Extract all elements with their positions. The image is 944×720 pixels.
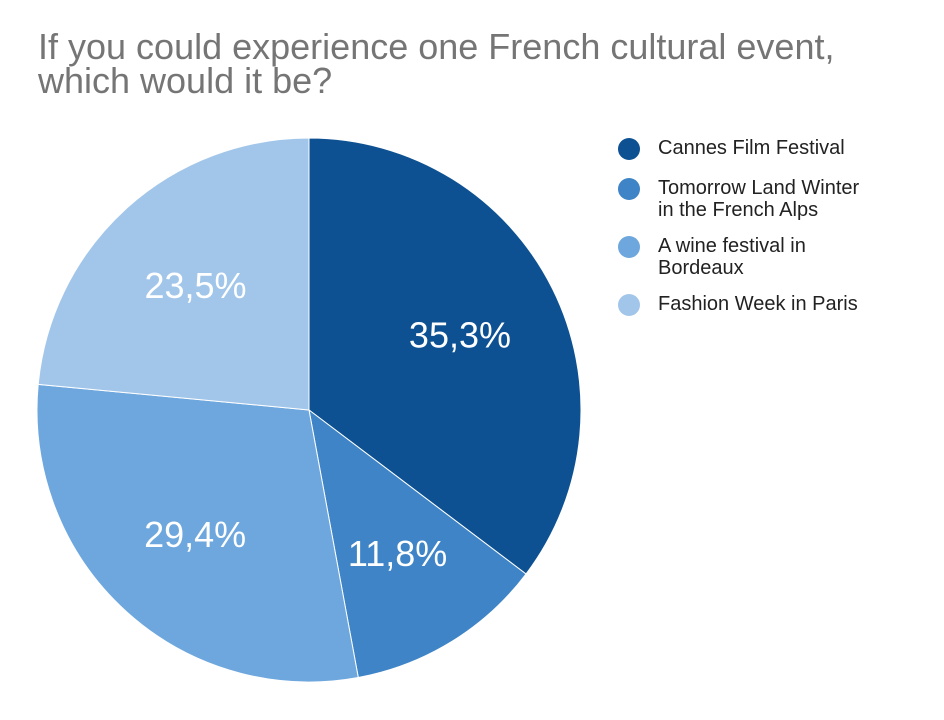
legend-item-cannes-film-festival[interactable]: Cannes Film Festival: [618, 136, 918, 162]
legend-label-line: Tomorrow Land Winter: [658, 177, 860, 199]
legend-item-wine-festival-bordeaux[interactable]: A wine festival in Bordeaux: [618, 234, 918, 278]
legend-swatch: [618, 236, 640, 258]
pie-slice-tomorrow-land-winter-in-the-french-alps[interactable]: [308, 408, 527, 679]
chart-title-line-1: If you could experience one French cultu…: [38, 26, 835, 67]
legend-item-fashion-week-paris[interactable]: Fashion Week in Paris: [618, 292, 918, 318]
legend-label-line: Cannes Film Festival: [658, 137, 845, 159]
legend-item-tomorrow-land-winter[interactable]: Tomorrow Land Winter in the French Alps: [618, 176, 918, 220]
legend-label-line: in the French Alps: [658, 199, 819, 221]
legend: Cannes Film Festival Tomorrow Land Winte…: [618, 136, 918, 332]
chart-title: If you could experience one French cultu…: [38, 26, 928, 101]
slice-data-label: 11,8%: [348, 533, 447, 574]
slice-data-label: 35,3%: [409, 314, 511, 355]
slice-data-label: 23,5%: [144, 265, 246, 306]
legend-swatch: [618, 138, 640, 160]
legend-label-line: Fashion Week in Paris: [658, 293, 858, 315]
pie-slice-fashion-week-in-paris[interactable]: [37, 137, 310, 411]
chart-title-line-2: which would it be?: [38, 60, 333, 101]
pie-slice-cannes-film-festival[interactable]: [308, 137, 582, 575]
legend-label-line: Bordeaux: [658, 257, 744, 279]
legend-swatch: [618, 178, 640, 200]
slice-data-label: 29,4%: [144, 514, 246, 555]
pie-slice-a-wine-festival-in-bordeaux[interactable]: [36, 383, 359, 683]
legend-swatch: [618, 294, 640, 316]
legend-label-line: A wine festival in: [658, 235, 806, 257]
